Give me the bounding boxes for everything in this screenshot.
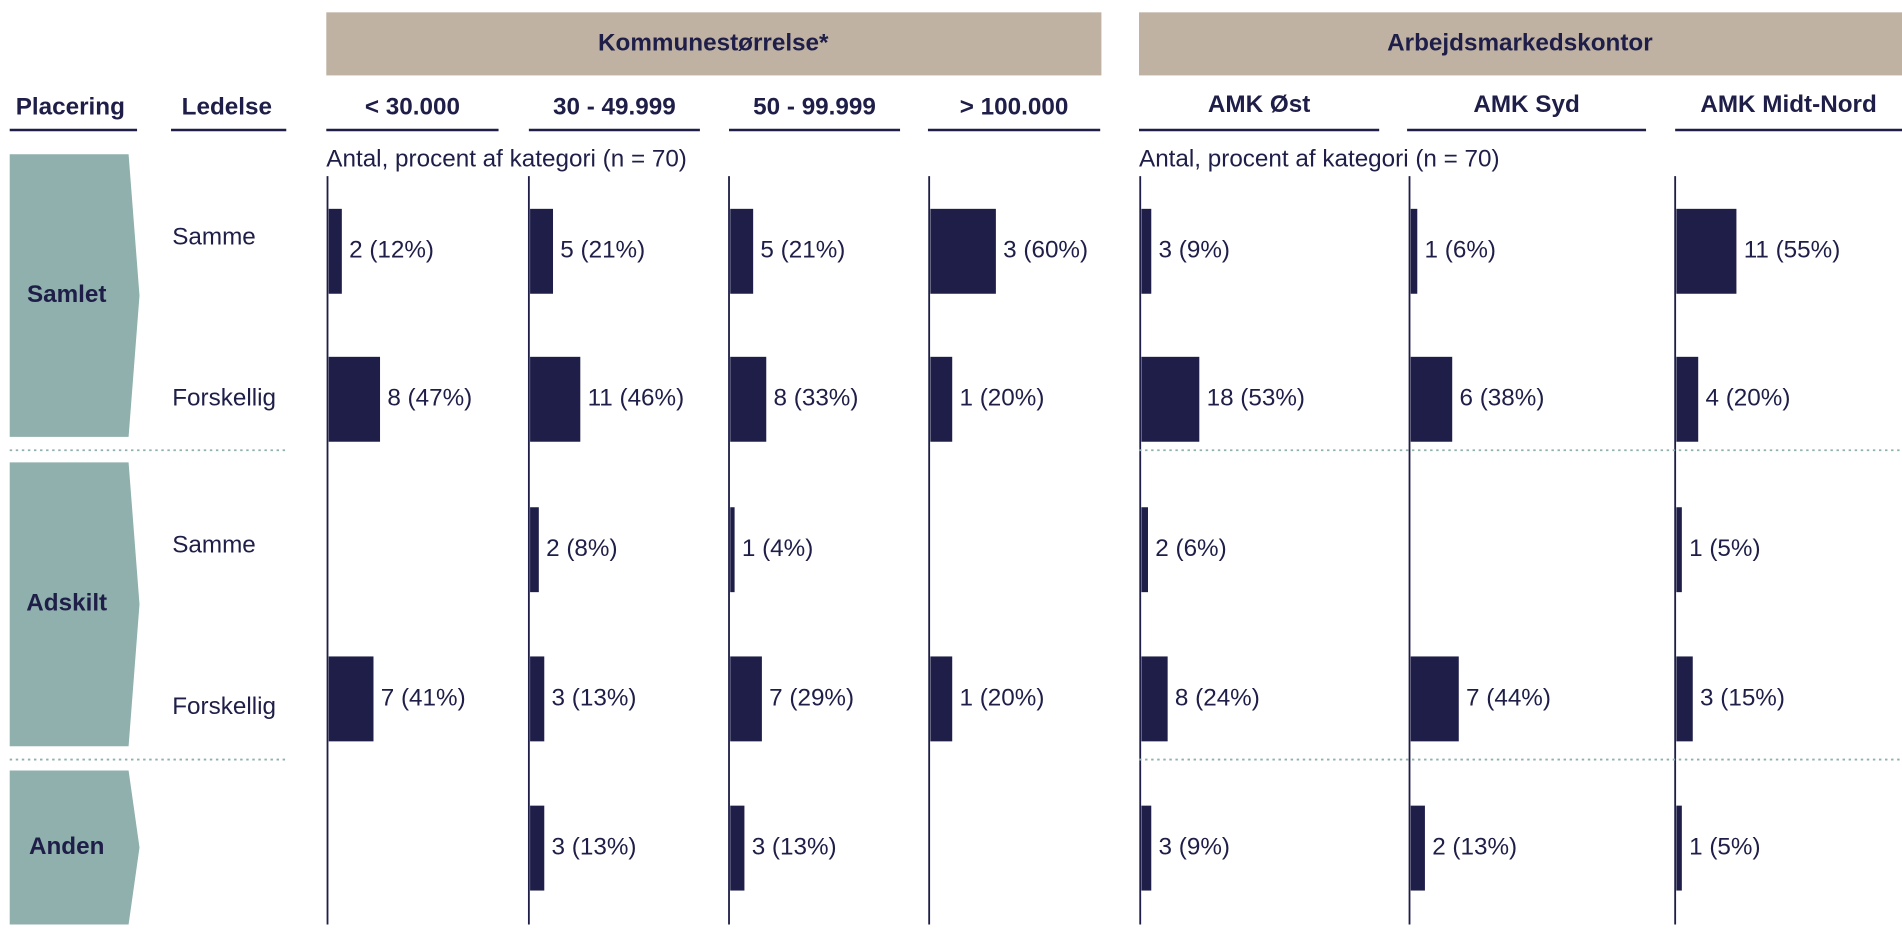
- value-label: 6 (38%): [1459, 385, 1544, 412]
- row-label: Samme: [172, 531, 256, 558]
- value-label: 1 (6%): [1425, 237, 1496, 264]
- value-label: 3 (9%): [1159, 237, 1230, 264]
- bar: [1141, 656, 1168, 742]
- value-label: 7 (29%): [769, 684, 854, 711]
- value-label: 2 (13%): [1432, 834, 1517, 861]
- group-title: Kommunestørrelse*: [598, 29, 829, 56]
- bar: [530, 507, 539, 593]
- bar: [730, 208, 754, 294]
- value-label: 8 (33%): [774, 385, 859, 412]
- value-label: 1 (20%): [959, 684, 1044, 711]
- value-label: 3 (9%): [1159, 834, 1230, 861]
- note: Antal, procent af kategori (n = 70): [1139, 146, 1500, 173]
- value-label: 3 (60%): [1003, 237, 1088, 264]
- bar: [1410, 805, 1425, 891]
- placement-label: Anden: [29, 833, 104, 860]
- bar: [328, 356, 381, 442]
- bar: [1410, 356, 1453, 442]
- sub-header: Ledelse: [182, 94, 272, 121]
- value-label: 2 (12%): [349, 237, 434, 264]
- value-label: 7 (44%): [1466, 684, 1551, 711]
- value-label: 4 (20%): [1705, 385, 1790, 412]
- value-label: 8 (47%): [387, 385, 472, 412]
- value-label: 3 (15%): [1700, 684, 1785, 711]
- column-header: < 30.000: [365, 94, 460, 121]
- bar: [930, 356, 953, 442]
- bar: [730, 356, 767, 442]
- note: Antal, procent af kategori (n = 70): [326, 146, 687, 173]
- bar: [328, 656, 374, 742]
- value-label: 7 (41%): [381, 684, 466, 711]
- placement-chevron: [9, 154, 140, 437]
- bar: [1141, 805, 1152, 891]
- bar: [730, 805, 745, 891]
- bar: [1676, 208, 1737, 294]
- value-label: 11 (46%): [588, 385, 685, 412]
- placement-chevron: [9, 770, 140, 925]
- column-header: AMK Syd: [1473, 91, 1579, 118]
- row-header: Placering: [16, 94, 125, 121]
- value-label: 1 (5%): [1689, 535, 1760, 562]
- bar: [530, 208, 554, 294]
- bar: [1410, 208, 1418, 294]
- bar: [730, 507, 735, 593]
- group-title: Arbejdsmarkedskontor: [1387, 29, 1653, 56]
- value-label: 3 (13%): [552, 834, 637, 861]
- column-header: 50 - 99.999: [753, 94, 876, 121]
- bar: [1676, 805, 1682, 891]
- value-label: 1 (5%): [1689, 834, 1760, 861]
- column-header: AMK Midt-Nord: [1700, 91, 1876, 118]
- value-label: 8 (24%): [1175, 684, 1260, 711]
- bar: [1141, 208, 1152, 294]
- placement-label: Adskilt: [26, 590, 107, 617]
- value-label: 5 (21%): [560, 237, 645, 264]
- bar: [1141, 356, 1200, 442]
- bar: [1141, 507, 1148, 593]
- group-band: [326, 12, 1102, 76]
- value-label: 2 (6%): [1155, 535, 1226, 562]
- row-label: Samme: [172, 223, 256, 250]
- value-label: 1 (20%): [959, 385, 1044, 412]
- value-label: 1 (4%): [742, 535, 813, 562]
- placement-chevron: [9, 462, 140, 747]
- column-header: 30 - 49.999: [553, 94, 676, 121]
- column-header: AMK Øst: [1208, 91, 1310, 118]
- column-header: > 100.000: [960, 94, 1069, 121]
- value-label: 2 (8%): [546, 535, 617, 562]
- row-label: Forskellig: [172, 385, 276, 412]
- bar: [930, 208, 996, 294]
- value-label: 18 (53%): [1207, 385, 1305, 412]
- value-label: 3 (13%): [552, 684, 637, 711]
- bar: [730, 656, 762, 742]
- placement-label: Samlet: [27, 281, 107, 308]
- bar: [1676, 507, 1682, 593]
- bar: [530, 356, 581, 442]
- row-label: Forskellig: [172, 693, 276, 720]
- bar: [1410, 656, 1459, 742]
- value-label: 11 (55%): [1744, 237, 1841, 264]
- bar: [328, 208, 342, 294]
- bar: [1676, 356, 1699, 442]
- group-band: [1139, 12, 1902, 76]
- value-label: 3 (13%): [752, 834, 837, 861]
- bar: [1676, 656, 1693, 742]
- value-label: 5 (21%): [760, 237, 845, 264]
- bar: [530, 656, 545, 742]
- bar: [930, 656, 953, 742]
- bar: [530, 805, 545, 891]
